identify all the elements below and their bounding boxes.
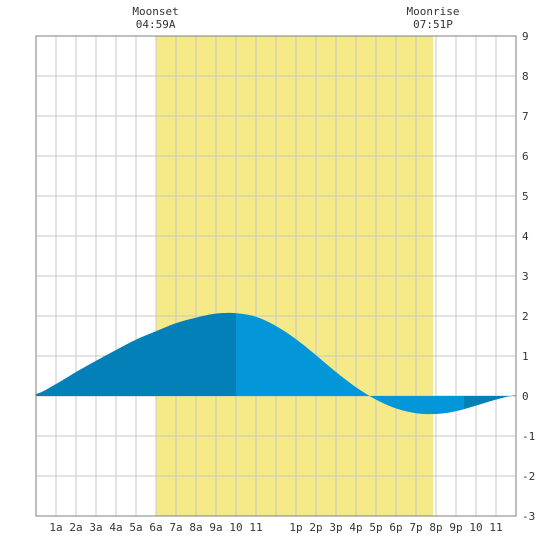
y-tick-label: 8: [522, 70, 529, 83]
x-tick-label: 1a: [49, 521, 62, 534]
y-tick-label: 9: [522, 30, 529, 43]
x-tick-label: 4a: [109, 521, 122, 534]
y-tick-labels: -3 -2 -1 0 1 2 3 4 5 6 7 8 9: [522, 30, 535, 523]
y-tick-label: 7: [522, 110, 529, 123]
moon-event-time: 04:59A: [136, 18, 176, 31]
tide-segment: [236, 313, 464, 415]
x-tick-label: 2p: [309, 521, 322, 534]
y-tick-label: -2: [522, 470, 535, 483]
y-tick-label: 0: [522, 390, 529, 403]
moon-event-label: Moonset: [132, 5, 178, 18]
x-tick-label: 1p: [289, 521, 302, 534]
y-tick-label: 3: [522, 270, 529, 283]
y-tick-label: 5: [522, 190, 529, 203]
y-tick-label: 2: [522, 310, 529, 323]
grid-layer: [36, 36, 516, 516]
y-tick-label: 4: [522, 230, 529, 243]
x-tick-label: 6p: [389, 521, 402, 534]
x-tick-label: 8p: [429, 521, 442, 534]
x-tick-label: 4p: [349, 521, 362, 534]
x-tick-labels: 1a 2a 3a 4a 5a 6a 7a 8a 9a 10 11 1p 2p 3p 4p 5p 6p 7p 8p 9p…: [49, 521, 502, 534]
y-tick-label: -3: [522, 510, 535, 523]
x-tick-label: 3a: [89, 521, 102, 534]
y-tick-label: -1: [522, 430, 535, 443]
tide-segment: [36, 312, 236, 396]
moon-event-time: 07:51P: [413, 18, 453, 31]
x-tick-label: 5p: [369, 521, 382, 534]
x-tick-label: 9p: [449, 521, 462, 534]
x-tick-label: 7a: [169, 521, 182, 534]
tide-layer: [36, 312, 516, 415]
x-tick-label: 2a: [69, 521, 82, 534]
y-tick-label: 6: [522, 150, 529, 163]
x-tick-label: 10: [229, 521, 242, 534]
x-tick-label: 8a: [189, 521, 202, 534]
x-tick-label: 5a: [129, 521, 142, 534]
plot-frame: [35, 35, 517, 517]
x-tick-label: 7p: [409, 521, 422, 534]
x-tick-label: 9a: [209, 521, 222, 534]
x-tick-label: 11: [249, 521, 262, 534]
tide-segment: [464, 395, 516, 410]
x-tick-label: 11: [489, 521, 502, 534]
x-tick-label: 10: [469, 521, 482, 534]
moon-event-label: Moonrise: [407, 5, 460, 18]
x-tick-label: 3p: [329, 521, 342, 534]
y-tick-label: 1: [522, 350, 529, 363]
x-tick-label: 6a: [149, 521, 162, 534]
